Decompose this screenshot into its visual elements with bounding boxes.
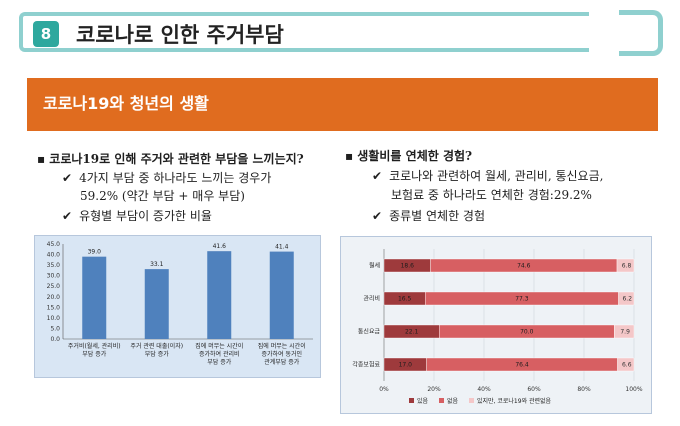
y-tick-label: 30.0	[47, 273, 61, 280]
burden-bar-chart-svg: 0.0 5.0 10.0 15.0 20.0 25.0 30.0 35.0 40.0 45.0 39…	[47, 241, 313, 366]
right-heading: ▪ 생활비를 연체한 경험?	[345, 149, 473, 163]
category-label: 관계부담 증가	[264, 358, 300, 366]
legend-swatch	[439, 398, 444, 403]
category-label: 부담 증가	[207, 358, 231, 366]
arrears-stacked-chart-svg: 0% 20% 40% 60% 80% 100% 월세 18.6 74.6 6.8 관리비 16.5 77…	[352, 249, 643, 405]
bar-value-label: 41.4	[275, 244, 289, 251]
x-tick-label: 20%	[427, 386, 441, 393]
x-tick-label: 40%	[477, 386, 491, 393]
x-tick-label: 60%	[527, 386, 541, 393]
burden-bar-chart: 0.0 5.0 10.0 15.0 20.0 25.0 30.0 35.0 40.0 45.0 39…	[34, 235, 321, 378]
legend-label: 있음	[417, 397, 429, 405]
category-label: 관리비	[363, 295, 380, 303]
segment-value-label: 76.4	[515, 362, 529, 369]
y-tick-label: 45.0	[47, 241, 61, 248]
y-tick-label: 40.0	[47, 252, 61, 259]
segment-value-label: 77.3	[515, 296, 529, 303]
category-label: 증가하여 관리비	[199, 350, 240, 358]
right-bullet-1-line1: 코로나와 관련하여 월세, 관리비, 통신요금,	[389, 169, 604, 183]
category-label: 주거 관련 대출(이자)	[130, 342, 183, 350]
category-label: 집에 머무는 시간이	[195, 342, 243, 350]
banner-title: 코로나19와 청년의 생활	[43, 94, 209, 113]
segment-value-label: 22.1	[405, 329, 419, 336]
stacked-segment	[618, 291, 635, 306]
bar-value-label: 41.6	[213, 243, 227, 250]
bar	[144, 269, 169, 339]
check-icon: ✔	[372, 169, 383, 183]
left-bullet-2: ✔ 유형별 부담이 증가한 비율	[62, 207, 212, 224]
right-bullet-2: ✔ 종류별 연체한 경험	[372, 207, 485, 224]
right-bullet-1: ✔ 코로나와 관련하여 월세, 관리비, 통신요금,	[372, 167, 603, 184]
y-tick-label: 35.0	[47, 262, 61, 269]
segment-value-label: 6.2	[622, 296, 632, 303]
category-label: 부담 증가	[82, 350, 106, 358]
segment-value-label: 6.6	[622, 362, 632, 369]
y-tick-label: 15.0	[47, 304, 61, 311]
segment-value-label: 17.0	[399, 362, 413, 369]
category-label: 월세	[369, 262, 380, 270]
segment-value-label: 16.5	[398, 296, 412, 303]
legend-swatch	[469, 398, 474, 403]
arrears-stacked-chart: 0% 20% 40% 60% 80% 100% 월세 18.6 74.6 6.8 관리비 16.5 77…	[340, 236, 652, 414]
y-tick-label: 0.0	[50, 336, 60, 343]
x-tick-label: 80%	[577, 386, 591, 393]
category-label: 통신요금	[358, 328, 381, 336]
legend-label: 있지만, 코로나19와 관련없음	[477, 397, 552, 405]
section-number-badge: 8	[33, 21, 59, 47]
category-label: 집에 머무는 시간이	[258, 342, 306, 350]
legend-swatch	[409, 398, 414, 403]
left-heading: ▪ 코로나19로 인해 주거와 관련한 부담을 느끼는지?	[37, 152, 304, 166]
check-icon: ✔	[62, 209, 73, 223]
left-bullet-2-line1: 유형별 부담이 증가한 비율	[79, 209, 212, 223]
left-bullet-1: ✔ 4가지 부담 중 하나라도 느끼는 경우가	[62, 169, 271, 186]
segment-value-label: 7.9	[620, 329, 630, 336]
segment-value-label: 74.6	[517, 263, 531, 270]
bar-value-label: 39.0	[88, 249, 102, 256]
stacked-segment	[616, 258, 635, 273]
header-frame-bracket	[619, 10, 663, 56]
bar	[269, 251, 294, 339]
bar-value-label: 33.1	[150, 261, 164, 268]
check-icon: ✔	[62, 171, 73, 185]
right-bullet-2-line1: 종류별 연체한 경험	[389, 209, 486, 223]
check-icon: ✔	[372, 209, 383, 223]
segment-value-label: 18.6	[401, 263, 415, 270]
section-banner: 코로나19와 청년의 생활	[27, 78, 658, 131]
page-title: 코로나로 인한 주거부담	[76, 23, 284, 47]
category-label: 주거비(월세, 관리비)	[68, 342, 121, 350]
bar	[207, 251, 232, 339]
left-bullet-1-line1: 4가지 부담 중 하나라도 느끼는 경우가	[79, 171, 272, 185]
category-label: 증가하여 동거인	[261, 350, 302, 358]
category-label: 각종보험료	[352, 361, 380, 369]
y-tick-label: 5.0	[50, 325, 60, 332]
header-frame-bar	[19, 12, 589, 52]
segment-value-label: 70.0	[520, 329, 534, 336]
stacked-segment	[617, 357, 635, 372]
legend-label: 없음	[447, 397, 459, 405]
bar	[82, 256, 107, 339]
x-tick-label: 100%	[625, 386, 642, 393]
y-tick-label: 20.0	[47, 294, 61, 301]
y-tick-label: 10.0	[47, 315, 61, 322]
right-bullet-1-line2: 보험료 중 하나라도 연체한 경험:29.2%	[391, 188, 592, 202]
category-label: 부담 증가	[145, 350, 169, 358]
segment-value-label: 6.8	[622, 263, 632, 270]
header-frame	[19, 10, 663, 56]
stacked-segment	[614, 324, 635, 339]
y-tick-label: 25.0	[47, 283, 61, 290]
x-tick-label: 0%	[379, 386, 389, 393]
left-bullet-1-line2: 59.2% (약간 부담 + 매우 부담)	[80, 189, 245, 203]
